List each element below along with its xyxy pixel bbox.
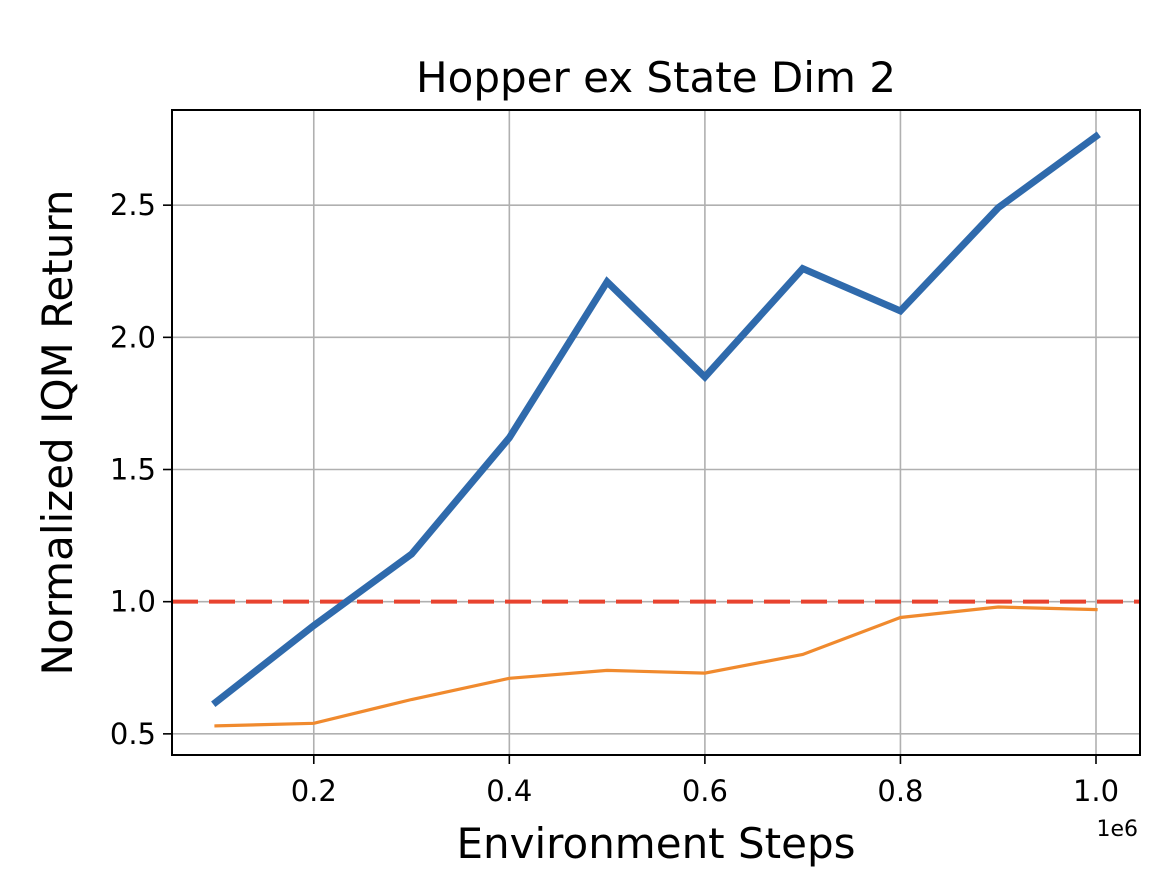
x-tick-label: 0.4 xyxy=(486,774,532,808)
x-tick-label: 1.0 xyxy=(1073,774,1119,808)
y-tick-label: 2.0 xyxy=(110,320,156,354)
tick-layer: 0.2 0.4 0.6 0.8 1.0 0.5 1.0 1.5 2.0 2.5 xyxy=(110,188,1119,808)
y-tick-label: 1.0 xyxy=(110,585,156,619)
y-axis-label: Normalized IQM Return xyxy=(33,190,82,676)
x-tick-label: 0.6 xyxy=(682,774,728,808)
series-layer xyxy=(211,131,1101,728)
plot-frame xyxy=(171,109,1141,756)
x-tick-label: 0.2 xyxy=(291,774,337,808)
x-axis-label: Environment Steps xyxy=(456,819,855,868)
y-tick-label: 0.5 xyxy=(110,717,156,751)
y-tick-label: 1.5 xyxy=(110,453,156,487)
x-axis-offset-label: 1e6 xyxy=(1096,817,1138,842)
y-tick-label: 2.5 xyxy=(110,188,156,222)
series-line-2 xyxy=(214,605,1098,728)
chart-title: Hopper ex State Dim 2 xyxy=(416,53,896,102)
x-tick-label: 0.8 xyxy=(877,774,923,808)
series-line-1 xyxy=(211,131,1101,708)
